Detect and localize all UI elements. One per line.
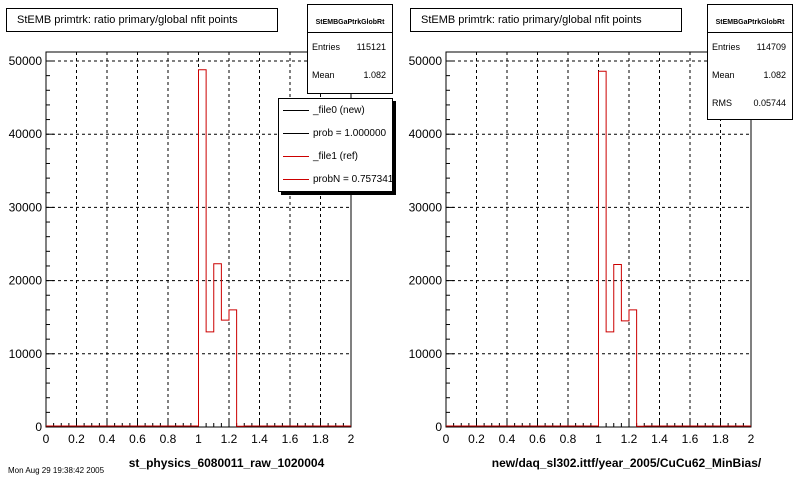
right-stats-value: 0.05744 [753, 98, 786, 108]
legend-line [283, 110, 309, 111]
left-stats-label: Entries [312, 42, 341, 52]
y-tick-label: 10000 [9, 347, 43, 361]
legend-entry: prob = 1.000000 [279, 122, 392, 145]
right-stats-row-rms: RMS 0.05744 [708, 89, 792, 117]
y-tick-label: 0 [35, 420, 42, 434]
right-stats-name: StEMBGaPtrkGlobRt [708, 5, 792, 33]
x-tick-label: 0.2 [468, 432, 485, 446]
legend-entry: _file0 (new) [279, 99, 392, 122]
x-tick-label: 2 [748, 432, 755, 446]
left-stats-value: 115121 [356, 42, 386, 52]
legend-box: _file0 (new) prob = 1.000000 _file1 (ref… [278, 98, 393, 192]
right-stats-value: 1.082 [763, 70, 786, 80]
x-tick-label: 0.6 [129, 432, 146, 446]
right-stats-row-entries: Entries 114709 [708, 33, 792, 61]
left-stats-name: StEMBGaPtrkGlobRt [308, 5, 392, 33]
right-stats-value: 114709 [756, 42, 786, 52]
y-tick-label: 40000 [9, 127, 43, 141]
left-stats-row-mean: Mean 1.082 [308, 61, 392, 89]
legend-label: prob = 1.000000 [313, 128, 387, 139]
x-tick-label: 1.4 [251, 432, 268, 446]
left-title: StEMB primtrk: ratio primary/global nfit… [17, 14, 238, 26]
x-tick-label: 0.2 [68, 432, 85, 446]
left-stats-row-entries: Entries 115121 [308, 33, 392, 61]
y-tick-label: 20000 [9, 274, 43, 288]
right-title-box: StEMB primtrk: ratio primary/global nfit… [410, 8, 682, 32]
legend-label: _file1 (ref) [313, 151, 359, 162]
right-stats-label: RMS [712, 98, 732, 108]
x-tick-label: 1.2 [621, 432, 638, 446]
x-tick-label: 0.4 [99, 432, 116, 446]
x-tick-label: 0.8 [160, 432, 177, 446]
x-tick-label: 1 [595, 432, 602, 446]
legend-label: _file0 (new) [313, 105, 365, 116]
legend-entry: _file1 (ref) [279, 145, 392, 168]
legend-line [283, 156, 309, 157]
x-tick-label: 0 [43, 432, 50, 446]
histogram-ref [46, 69, 351, 427]
right-stats-label: Mean [712, 70, 735, 80]
left-stats-label: Mean [312, 70, 335, 80]
x-tick-label: 1.8 [712, 432, 729, 446]
legend-line [283, 179, 309, 180]
x-tick-label: 0.4 [499, 432, 516, 446]
right-stats-row-mean: Mean 1.082 [708, 61, 792, 89]
x-tick-label: 1.4 [651, 432, 668, 446]
y-tick-label: 10000 [409, 347, 443, 361]
footer-timestamp: Mon Aug 29 19:38:42 2005 [8, 466, 105, 475]
legend-label: probN = 0.757341 [313, 174, 393, 185]
left-stats-value: 1.082 [363, 70, 386, 80]
x-tick-label: 1.6 [682, 432, 699, 446]
right-stats-box: StEMBGaPtrkGlobRt Entries 114709 Mean 1.… [707, 4, 793, 120]
left-stats-box: StEMBGaPtrkGlobRt Entries 115121 Mean 1.… [307, 4, 393, 94]
y-tick-label: 40000 [409, 127, 443, 141]
x-tick-label: 0 [443, 432, 450, 446]
y-tick-label: 20000 [409, 274, 443, 288]
x-tick-label: 2 [348, 432, 355, 446]
legend-line [283, 133, 309, 134]
y-tick-label: 30000 [409, 200, 443, 214]
left-title-box: StEMB primtrk: ratio primary/global nfit… [6, 8, 278, 32]
right-title: StEMB primtrk: ratio primary/global nfit… [421, 14, 642, 26]
x-tick-label: 1 [195, 432, 202, 446]
x-axis-label: new/daq_sl302.ittf/year_2005/CuCu62_MinB… [492, 456, 762, 470]
y-tick-label: 50000 [409, 54, 443, 68]
y-tick-label: 50000 [9, 54, 43, 68]
histogram-ref [446, 70, 751, 427]
right-stats-label: Entries [712, 42, 741, 52]
x-tick-label: 0.6 [529, 432, 546, 446]
x-tick-label: 0.8 [560, 432, 577, 446]
y-tick-label: 30000 [9, 200, 43, 214]
x-tick-label: 1.2 [221, 432, 238, 446]
x-axis-label: st_physics_6080011_raw_1020004 [129, 456, 325, 470]
x-tick-label: 1.6 [282, 432, 299, 446]
x-tick-label: 1.8 [312, 432, 329, 446]
y-tick-label: 0 [435, 420, 442, 434]
legend-entry: probN = 0.757341 [279, 168, 392, 191]
